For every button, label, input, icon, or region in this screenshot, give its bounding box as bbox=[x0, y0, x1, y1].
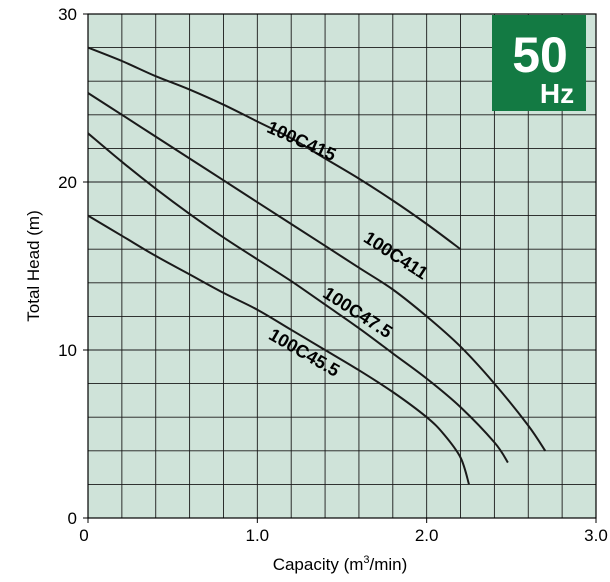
x-tick-label: 0 bbox=[79, 526, 88, 545]
y-tick-label: 10 bbox=[58, 341, 77, 360]
curve-100C47.5 bbox=[87, 132, 509, 464]
frequency-value: 50 bbox=[512, 27, 568, 83]
frequency-unit: Hz bbox=[540, 78, 574, 109]
grid bbox=[88, 14, 596, 518]
curve-100C45.5 bbox=[87, 214, 470, 485]
x-tick-label: 1.0 bbox=[246, 526, 270, 545]
y-tick-label: 20 bbox=[58, 173, 77, 192]
frequency-badge-box bbox=[492, 15, 586, 111]
axis-ticks: 0 1.0 2.0 3.0 0 10 20 30 bbox=[58, 5, 608, 545]
curve-100C415 bbox=[87, 46, 462, 250]
plot-frame bbox=[87, 13, 597, 519]
x-tick-label: 3.0 bbox=[584, 526, 608, 545]
curves bbox=[87, 46, 547, 485]
y-tick-label: 30 bbox=[58, 5, 77, 24]
x-axis-label-main: Capacity (m bbox=[273, 555, 364, 574]
y-tick-label: 0 bbox=[68, 509, 77, 528]
curve-100C411 bbox=[87, 92, 547, 452]
x-axis-label: Capacity (m3/min) bbox=[273, 554, 408, 574]
frequency-badge: 50 Hz bbox=[492, 15, 586, 111]
y-axis-label: Total Head (m) bbox=[24, 210, 43, 321]
x-tick-label: 2.0 bbox=[415, 526, 439, 545]
x-axis-label-end: /min) bbox=[370, 555, 408, 574]
x-axis-label-superscript: 3 bbox=[363, 554, 369, 566]
